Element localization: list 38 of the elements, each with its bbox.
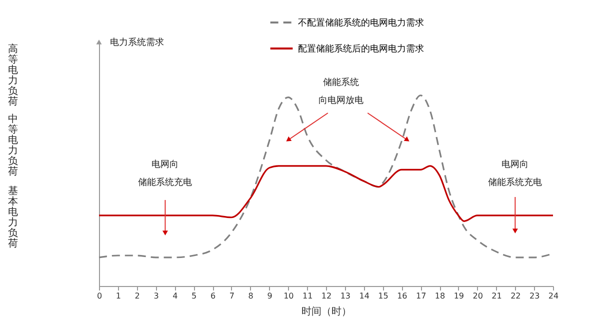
x-tick-label: 21 xyxy=(492,292,502,300)
x-tick-label: 6 xyxy=(210,292,216,300)
x-tick-label: 5 xyxy=(192,292,197,300)
text: 高等电力负荷 xyxy=(8,43,18,108)
x-tick-label: 1 xyxy=(116,292,121,300)
x-tick-label: 9 xyxy=(267,292,272,300)
x-tick-label: 13 xyxy=(340,292,351,300)
x-tick-label: 17 xyxy=(416,292,426,300)
x-tick-label: 14 xyxy=(359,292,370,300)
x-tick-label: 24 xyxy=(548,292,559,300)
text: 基本电力负荷 xyxy=(8,185,18,250)
x-tick-label: 10 xyxy=(284,292,294,300)
annotation: 储能系统充电 xyxy=(138,177,192,188)
legend-label: 配置储能系统后的电网电力需求 xyxy=(298,44,424,54)
text: 中等电力负荷 xyxy=(8,113,18,178)
x-tick-label: 0 xyxy=(96,292,102,300)
x-tick-label: 11 xyxy=(302,292,313,300)
x-tick-label: 3 xyxy=(154,292,159,300)
annotation: 电网向 xyxy=(502,159,529,170)
x-tick-label: 16 xyxy=(397,292,408,300)
x-tick-label: 2 xyxy=(134,292,140,300)
annotation: 储能系统充电 xyxy=(488,177,542,188)
x-tick-label: 7 xyxy=(229,292,234,300)
annotation: 电网向 xyxy=(152,159,179,170)
x-tick-label: 19 xyxy=(454,292,464,300)
annotation: 向电网放电 xyxy=(318,95,364,106)
x-tick-label: 22 xyxy=(510,292,521,300)
x-tick-label: 18 xyxy=(434,292,446,300)
x-axis-title: 时间（时） xyxy=(302,306,352,318)
x-tick-label: 12 xyxy=(321,292,332,300)
x-tick-label: 15 xyxy=(378,292,388,300)
x-tick-label: 20 xyxy=(472,292,483,300)
legend-label: 不配置储能系统的电网电力需求 xyxy=(298,18,424,28)
x-tick-label: 23 xyxy=(529,292,540,300)
text: 电力系统需求 xyxy=(110,37,164,48)
text: 储能系统 xyxy=(323,77,360,88)
x-tick-label: 8 xyxy=(248,292,254,300)
x-tick-label: 4 xyxy=(172,292,178,300)
